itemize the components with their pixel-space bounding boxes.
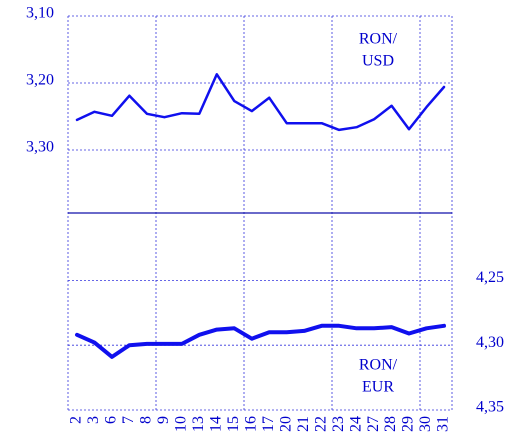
x-tick-label: 30	[417, 416, 434, 432]
x-tick-label: 17	[260, 416, 277, 432]
y-tick-label: 4,30	[476, 334, 504, 351]
x-tick-label: 27	[365, 416, 382, 432]
x-tick-label: 13	[190, 416, 207, 432]
series-label: USD	[362, 53, 394, 70]
x-tick-label: 14	[207, 416, 224, 432]
x-tick-label: 29	[400, 416, 417, 432]
y-tick-label: 3,20	[26, 72, 54, 89]
x-tick-label: 15	[225, 416, 242, 432]
x-tick-label: 6	[103, 416, 120, 424]
series-label: EUR	[362, 379, 394, 396]
series-line	[75, 323, 446, 359]
x-tick-label: 20	[277, 416, 294, 432]
x-tick-label: 8	[138, 416, 155, 424]
y-tick-label: 4,25	[476, 269, 504, 286]
x-tick-label: 21	[295, 416, 312, 432]
x-tick-label: 28	[382, 416, 399, 432]
x-tick-label: 2	[68, 416, 85, 424]
y-tick-label: 3,30	[26, 139, 54, 156]
x-tick-label: 24	[347, 416, 364, 432]
x-tick-label: 31	[435, 416, 452, 432]
x-tick-label: 10	[173, 416, 190, 432]
x-tick-label: 16	[242, 416, 259, 432]
x-tick-label: 23	[330, 416, 347, 432]
x-tick-label: 7	[120, 416, 137, 424]
series-label: RON/	[359, 357, 398, 374]
series-line	[75, 73, 446, 132]
y-tick-label: 3,10	[26, 5, 54, 22]
x-tick-label: 3	[85, 416, 102, 424]
series-label: RON/	[359, 31, 398, 48]
y-tick-label: 4,35	[476, 399, 504, 416]
x-tick-label: 9	[155, 416, 172, 424]
x-tick-label: 22	[312, 416, 329, 432]
